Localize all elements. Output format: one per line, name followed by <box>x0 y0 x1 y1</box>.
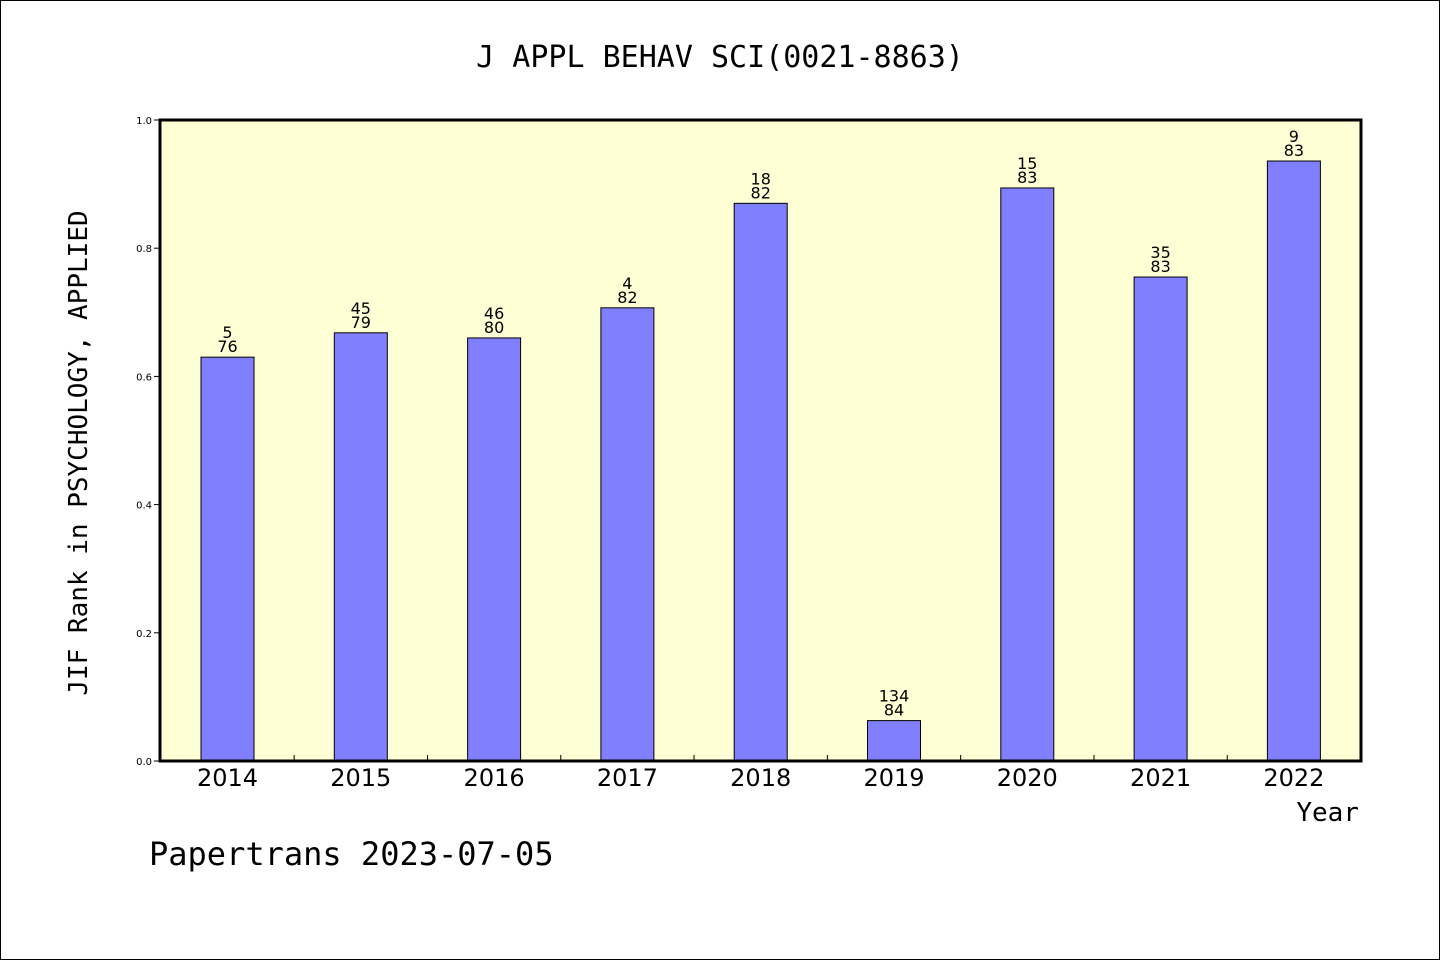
bar-rank-label: 15 <box>1017 154 1037 173</box>
bar-total-label: 82 <box>751 183 771 202</box>
bar-total-label: 76 <box>217 337 237 356</box>
x-tick-label-2016: 2016 <box>464 764 525 792</box>
bar-total-label: 82 <box>617 288 637 307</box>
x-axis-label: Year <box>1296 798 1359 828</box>
bar-total-label: 79 <box>351 313 371 332</box>
bar-rank-label: 46 <box>484 304 504 323</box>
bar-total-label: 84 <box>884 701 904 720</box>
bar-total-label: 83 <box>1017 168 1037 187</box>
plot-border <box>158 118 1363 763</box>
x-tick-label-2015: 2015 <box>330 764 391 792</box>
y-tick-label: 0.2 <box>136 629 152 640</box>
bar-rank-label: 4 <box>622 274 632 293</box>
x-tick-label-2017: 2017 <box>597 764 658 792</box>
y-tick-label: 0.4 <box>136 501 152 512</box>
bar-total-label: 83 <box>1150 257 1170 276</box>
bar-2015 <box>333 332 388 762</box>
bar-rank-label: 18 <box>751 169 771 188</box>
y-tick-label: 0.8 <box>136 244 152 255</box>
x-tick-label-2020: 2020 <box>997 764 1058 792</box>
bar-total-label: 83 <box>1284 141 1304 160</box>
y-tick-label: 0.0 <box>136 757 152 768</box>
chart-title: J APPL BEHAV SCI(0021-8863) <box>476 40 964 75</box>
bar-2014 <box>200 356 255 762</box>
bar-total-label: 80 <box>484 318 504 337</box>
bar-2018 <box>733 202 788 762</box>
x-tick-label-2018: 2018 <box>730 764 791 792</box>
x-tick-label-2021: 2021 <box>1130 764 1191 792</box>
bar-2020 <box>1000 187 1055 762</box>
bar-rank-label: 5 <box>222 323 232 342</box>
bar-rank-label: 45 <box>351 299 371 318</box>
bar-2022 <box>1266 160 1321 762</box>
y-tick-label: 0.6 <box>136 372 152 383</box>
x-axis: 2014 2015 2016 2017 2018 2019 2020 2021 2022 <box>197 755 1324 792</box>
bar-2019 <box>867 720 921 762</box>
y-tick-label: 1.0 <box>136 116 152 127</box>
bar-rank-label: 134 <box>879 687 910 706</box>
bar-2017 <box>600 307 655 762</box>
bar-rank-label: 35 <box>1150 243 1170 262</box>
bars-group <box>200 160 1321 762</box>
x-tick-label-2022: 2022 <box>1263 764 1324 792</box>
bar-rank-label: 9 <box>1289 127 1299 146</box>
bar-2016 <box>467 337 522 762</box>
y-axis-label: JIF Rank in PSYCHOLOGY, APPLIED <box>64 210 94 695</box>
x-tick-label-2014: 2014 <box>197 764 258 792</box>
y-axis: 0.0 0.2 0.4 0.6 0.8 1.0 <box>136 116 160 768</box>
footer-watermark: Papertrans 2023-07-05 <box>149 835 554 873</box>
x-tick-label-2019: 2019 <box>863 764 924 792</box>
bar-2021 <box>1133 276 1188 762</box>
